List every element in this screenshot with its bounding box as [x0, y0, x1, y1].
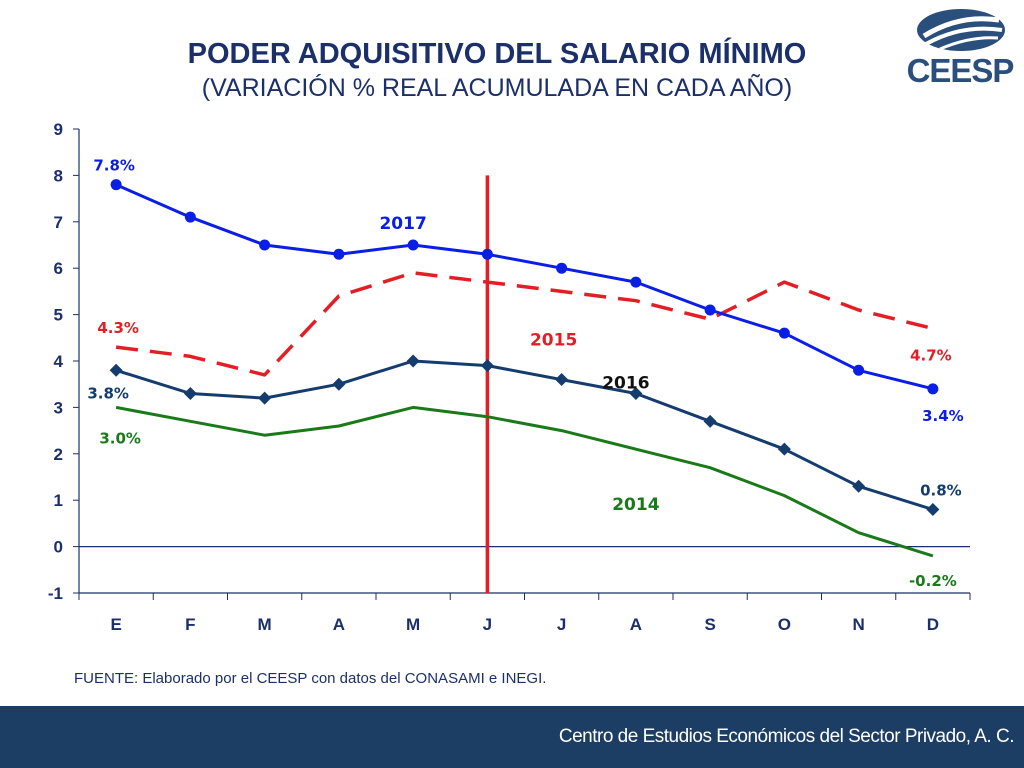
series-line-2016	[115, 359, 934, 511]
point-2017	[259, 239, 271, 251]
series-line-2015	[115, 271, 934, 377]
line-chart: -1 0 1 2 3 4 5 6 7 8 9 E F M A M J J A S O N D 3.0% -0.2% 2014 3.8…	[48, 120, 971, 634]
source-note: FUENTE: Elaborado por el CEESP con datos…	[74, 670, 547, 687]
x-tick-label: M	[258, 615, 272, 634]
series-name-label-2015: 2015	[530, 330, 577, 350]
point-2016	[703, 414, 717, 428]
point-2016	[777, 442, 791, 456]
y-tick-label: 7	[54, 213, 63, 232]
x-tick-label: A	[630, 615, 642, 634]
x-tick-label: A	[333, 615, 345, 634]
point-2016	[406, 354, 420, 368]
series-line-2014	[115, 405, 934, 558]
point-2017	[778, 327, 790, 339]
chart-title: PODER ADQUISITIVO DEL SALARIO MÍNIMO	[187, 38, 807, 70]
data-label-last-2016: 0.8%	[920, 481, 962, 499]
x-tick-label: M	[406, 615, 420, 634]
y-tick-label: -1	[48, 584, 63, 603]
y-tick-label: 1	[54, 491, 63, 510]
series-name-label-2014: 2014	[612, 495, 659, 515]
point-2016	[258, 391, 272, 405]
footer-text: Centro de Estudios Económicos del Sector…	[558, 726, 1015, 747]
data-label-first-2015: 4.3%	[97, 319, 139, 337]
point-2016	[480, 359, 494, 373]
data-label-first-2016: 3.8%	[87, 384, 129, 402]
ceesp-globe-logo-icon	[917, 9, 1005, 51]
x-tick-label: S	[704, 615, 715, 634]
data-label-first-2017: 7.8%	[93, 157, 135, 175]
point-2016	[852, 479, 866, 493]
y-tick-label: 9	[54, 120, 63, 139]
y-tick-label: 0	[54, 538, 63, 557]
point-2017	[630, 276, 642, 288]
y-tick-label: 4	[54, 352, 64, 371]
footer-bar: Centro de Estudios Económicos del Sector…	[0, 706, 1024, 768]
data-label-last-2015: 4.7%	[910, 347, 952, 365]
point-2016	[555, 373, 569, 387]
point-2017	[184, 211, 196, 223]
series-name-label-2016: 2016	[602, 373, 649, 393]
point-2017	[556, 262, 568, 274]
series-name-label-2017: 2017	[379, 214, 426, 234]
x-tick-label: E	[110, 615, 121, 634]
y-tick-label: 6	[54, 259, 63, 278]
y-tick-label: 3	[54, 398, 63, 417]
point-2016	[109, 363, 123, 377]
y-tick-label: 8	[54, 166, 63, 185]
x-tick-label: J	[483, 615, 492, 634]
point-2016	[332, 377, 346, 391]
point-2016	[183, 386, 197, 400]
y-tick-label: 5	[54, 306, 63, 325]
data-label-first-2014: 3.0%	[99, 429, 141, 447]
y-tick-label: 2	[54, 445, 63, 464]
point-2017	[927, 383, 939, 395]
chart-subtitle: (VARIACIÓN % REAL ACUMULADA EN CADA AÑO)	[201, 74, 793, 102]
x-tick-label: D	[927, 615, 939, 634]
point-2016	[926, 502, 940, 516]
point-2017	[407, 239, 419, 251]
point-2016	[629, 386, 643, 400]
data-label-last-2014: -0.2%	[909, 572, 957, 590]
x-tick-label: N	[852, 615, 864, 634]
data-label-last-2017: 3.4%	[922, 407, 964, 425]
x-tick-label: O	[778, 615, 791, 634]
x-tick-label: J	[557, 615, 566, 634]
x-tick-label: F	[185, 615, 195, 634]
point-2017	[110, 179, 122, 191]
point-2017	[853, 364, 865, 376]
point-2017	[333, 248, 345, 260]
logo-text: CEESP	[906, 52, 1015, 89]
series-line-2017	[115, 183, 934, 391]
point-2017	[704, 304, 716, 316]
point-2017	[481, 248, 493, 260]
